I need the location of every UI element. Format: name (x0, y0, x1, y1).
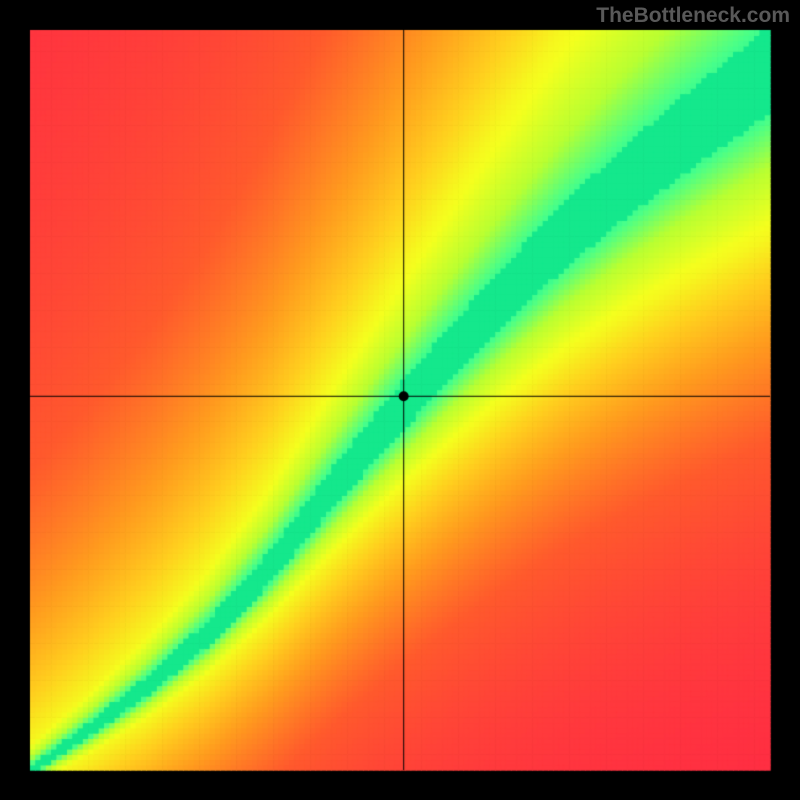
watermark-text: TheBottleneck.com (596, 4, 790, 28)
bottleneck-heatmap (0, 0, 800, 800)
chart-container: { "watermark": { "text": "TheBottleneck.… (0, 0, 800, 800)
